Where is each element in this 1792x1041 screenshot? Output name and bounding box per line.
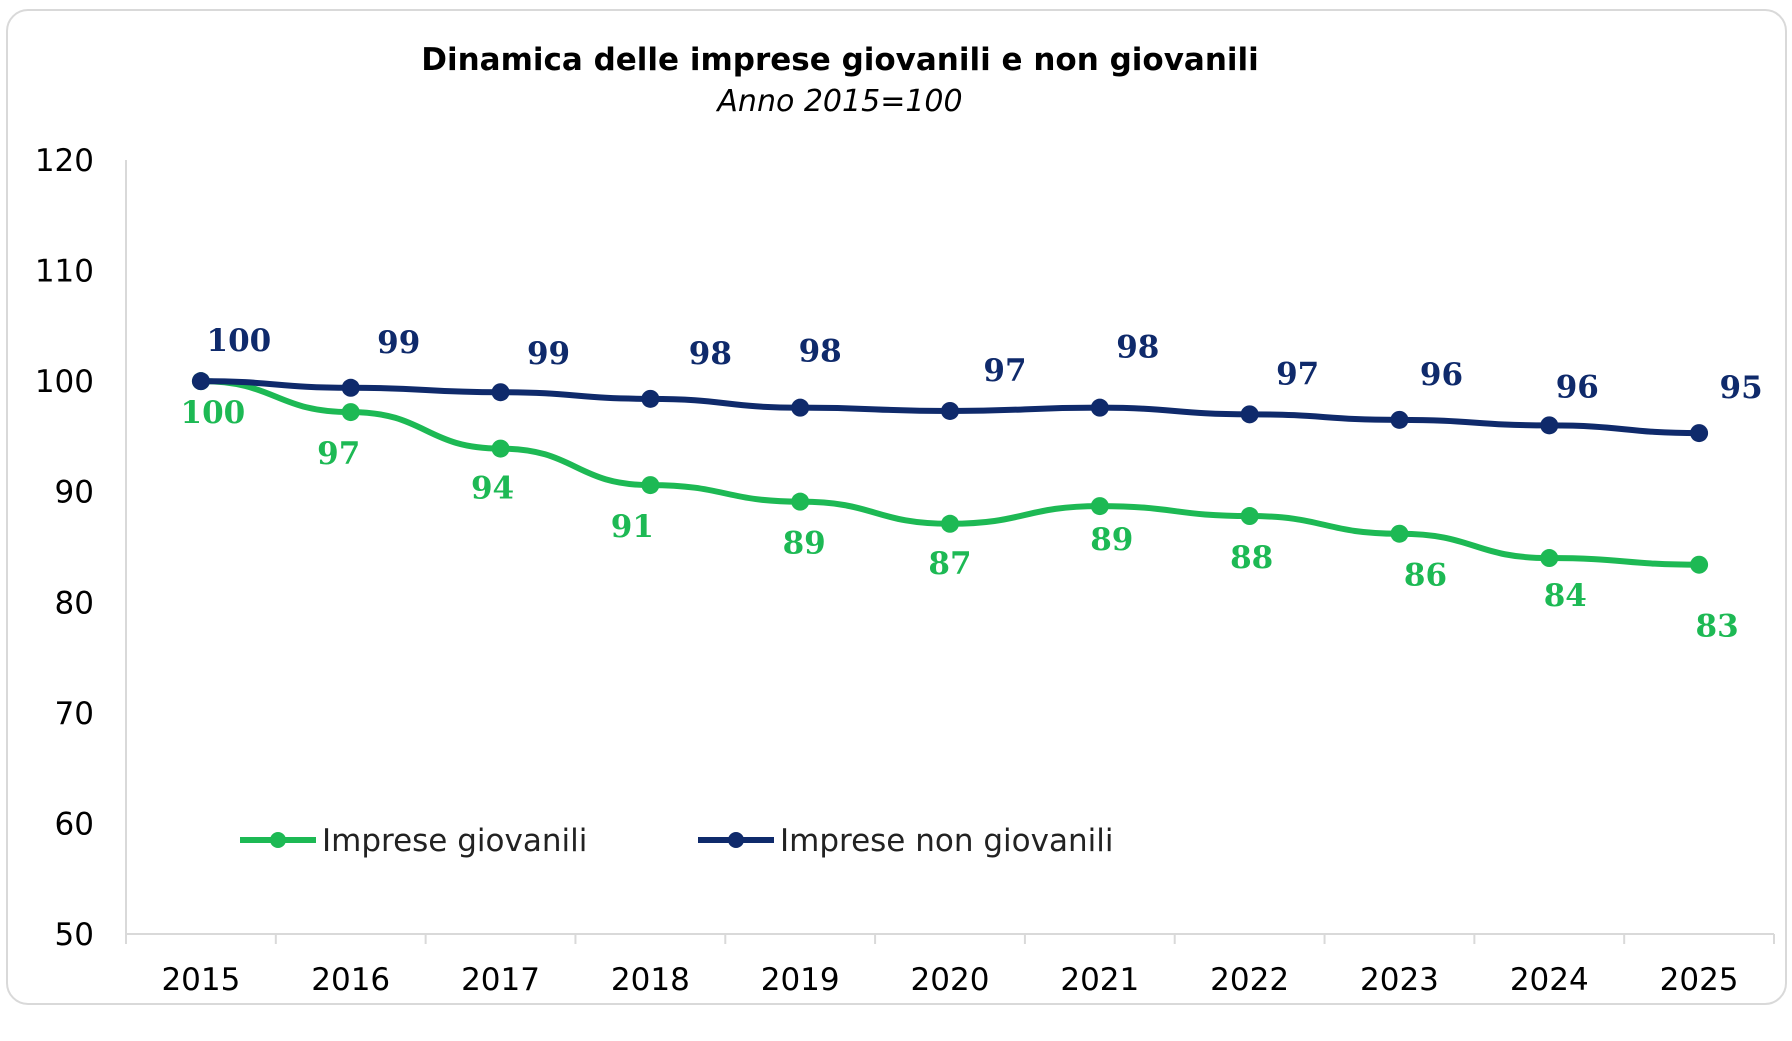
- data-point: [1390, 410, 1409, 429]
- data-label: 88: [1230, 540, 1273, 576]
- x-tick-label: 2022: [1210, 962, 1289, 998]
- x-tick-label: 2023: [1360, 962, 1439, 998]
- data-label: 95: [1720, 370, 1763, 406]
- data-point: [791, 398, 810, 417]
- y-tick-label: 120: [35, 143, 94, 179]
- data-label: 100: [181, 395, 246, 431]
- x-tick-label: 2015: [161, 962, 240, 998]
- data-point: [341, 378, 360, 397]
- data-label: 91: [611, 509, 654, 545]
- legend-point-marker: [728, 832, 744, 848]
- x-tick-label: 2018: [611, 962, 690, 998]
- data-point: [1090, 497, 1109, 516]
- data-label: 96: [1420, 357, 1463, 393]
- data-point: [1240, 405, 1259, 424]
- data-point: [1690, 555, 1709, 574]
- y-tick-label: 60: [55, 806, 94, 842]
- y-tick-label: 100: [35, 364, 94, 400]
- legend-point-marker: [270, 832, 286, 848]
- data-point: [941, 514, 959, 533]
- data-label: 96: [1556, 369, 1599, 405]
- chart-subtitle: Anno 2015=100: [717, 84, 963, 119]
- data-label: 98: [799, 334, 842, 370]
- data-point: [491, 439, 510, 458]
- data-point: [1540, 416, 1559, 435]
- y-tick-label: 70: [55, 696, 94, 732]
- data-label: 98: [1116, 330, 1159, 366]
- data-point: [191, 372, 210, 391]
- data-label: 97: [1276, 356, 1319, 392]
- legend-label: Imprese non giovanili: [780, 823, 1113, 859]
- data-point: [941, 401, 959, 420]
- x-tick-label: 2020: [911, 962, 990, 998]
- data-label: 99: [377, 325, 420, 361]
- data-label: 87: [928, 546, 971, 582]
- x-tick-label: 2025: [1660, 962, 1739, 998]
- data-point: [491, 383, 510, 402]
- data-point: [641, 476, 660, 495]
- data-point: [791, 492, 810, 511]
- data-label: 97: [983, 353, 1026, 389]
- data-label: 89: [1090, 522, 1133, 558]
- x-tick-label: 2021: [1060, 962, 1139, 998]
- legend-label: Imprese giovanili: [322, 823, 587, 859]
- data-label: 100: [207, 323, 272, 359]
- y-tick-label: 90: [55, 475, 94, 511]
- data-point: [641, 389, 660, 408]
- x-tick-label: 2016: [311, 962, 390, 998]
- y-tick-label: 50: [55, 917, 94, 953]
- data-label: 89: [783, 526, 826, 562]
- x-tick-label: 2024: [1510, 962, 1589, 998]
- data-label: 83: [1696, 609, 1739, 645]
- data-label: 86: [1404, 558, 1447, 594]
- data-point: [1240, 507, 1259, 526]
- data-label: 94: [471, 471, 514, 507]
- data-label: 99: [527, 336, 570, 372]
- y-tick-label: 110: [35, 254, 94, 290]
- data-point: [341, 403, 360, 422]
- data-label: 84: [1544, 578, 1587, 614]
- chart-title: Dinamica delle imprese giovanili e non g…: [421, 42, 1259, 78]
- data-label: 97: [317, 436, 360, 472]
- data-label: 98: [689, 336, 732, 372]
- data-point: [1540, 549, 1559, 568]
- x-tick-label: 2017: [461, 962, 540, 998]
- x-tick-label: 2019: [761, 962, 840, 998]
- y-tick-label: 80: [55, 585, 94, 621]
- data-point: [1390, 524, 1409, 543]
- data-point: [1690, 424, 1709, 443]
- data-point: [1090, 398, 1109, 417]
